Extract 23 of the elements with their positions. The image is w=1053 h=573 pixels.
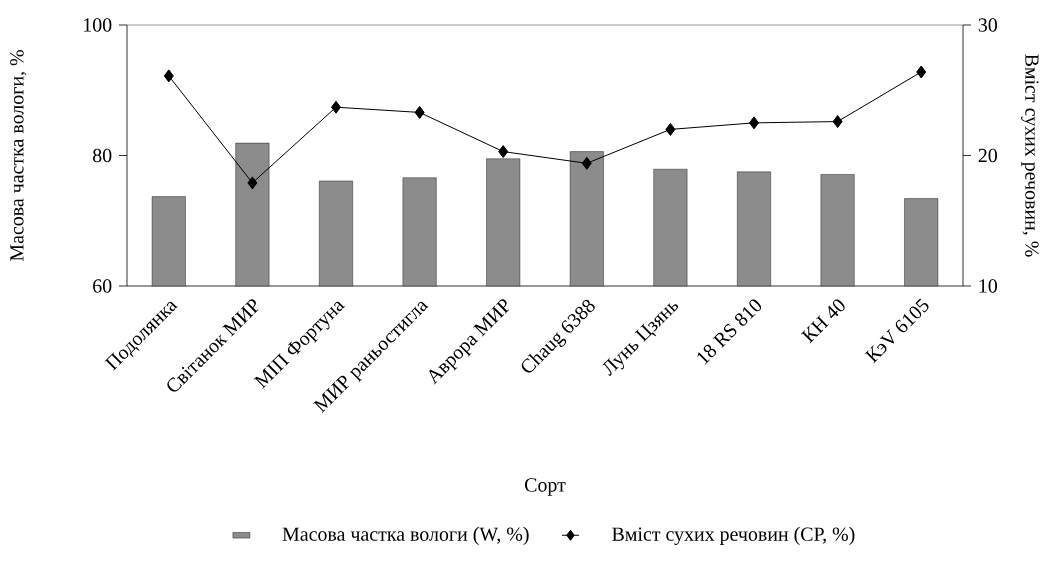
y2-axis-title: Вміст сухих речовин, % — [1021, 54, 1039, 257]
point — [749, 116, 759, 130]
y-tick-label: 100 — [84, 18, 112, 32]
y2-tick-label: 10 — [979, 279, 998, 293]
x-axis-title: Сорт — [524, 478, 566, 496]
legend-label: Вміст сухих речовин (СР, %) — [612, 526, 855, 545]
point — [498, 145, 509, 159]
point — [414, 105, 425, 119]
y2-tick-label: 20 — [978, 148, 998, 163]
x-tick-label: 18 RS 810 — [697, 299, 762, 365]
point — [331, 100, 341, 114]
point — [163, 69, 174, 83]
y-axis-title: Масова частка вологи, % — [10, 50, 27, 262]
point — [665, 122, 676, 136]
point — [247, 176, 258, 190]
point — [581, 156, 592, 170]
x-tick-label: КН 40 — [800, 299, 845, 344]
point — [832, 115, 843, 129]
point — [916, 65, 927, 79]
y-tick-label: 80 — [93, 148, 112, 163]
y-tick-label: 60 — [93, 279, 112, 293]
legend-label: Масова частка вологи (W, %) — [282, 526, 529, 545]
y2-tick-label: 30 — [978, 18, 998, 32]
